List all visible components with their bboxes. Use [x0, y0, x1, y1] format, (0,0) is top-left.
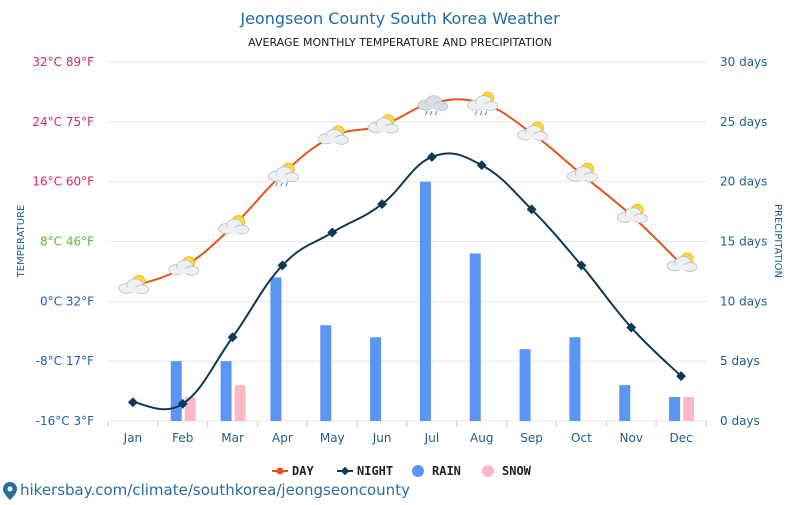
- night-point: [127, 397, 138, 408]
- x-tick-label: Feb: [172, 431, 193, 445]
- y-tick-label: -16°C 3°F: [36, 414, 94, 428]
- night-point: [526, 204, 537, 215]
- right-axis-ticks: 30 days 25 days 20 days 15 days 10 days 5 day…: [720, 55, 767, 428]
- x-tick-label: Jan: [123, 431, 143, 445]
- snow-bar: [234, 385, 246, 421]
- legend-label: RAIN: [432, 464, 461, 478]
- snow-bar: [184, 397, 196, 421]
- left-axis-label: TEMPERATURE: [16, 205, 27, 279]
- rain-cloud-sun-icon: [268, 162, 299, 187]
- x-tick-label: Sep: [520, 431, 543, 445]
- y2-tick-label: 30 days: [720, 55, 767, 69]
- snow-bar: [683, 397, 695, 421]
- night-point: [426, 152, 437, 162]
- night-point: [626, 322, 637, 333]
- partly-cloudy-sun-icon: [567, 162, 598, 183]
- x-tick-label: May: [320, 431, 345, 445]
- night-point: [227, 332, 238, 343]
- partly-cloudy-sun-icon: [317, 125, 349, 145]
- night-point: [476, 160, 487, 171]
- rain-bar: [270, 277, 282, 421]
- footer-link[interactable]: hikersbay.com/climate/southkorea/jeongse…: [20, 481, 410, 499]
- legend-item-night[interactable]: NIGHT: [337, 464, 393, 478]
- night-point: [576, 260, 587, 271]
- rain-cloud-sun-icon: [467, 91, 499, 116]
- rain-bar: [320, 325, 332, 421]
- rain-bar: [419, 181, 431, 421]
- day-temperature-line: [132, 98, 682, 288]
- x-tick-label: Nov: [620, 431, 643, 445]
- partly-cloudy-sun-icon: [517, 121, 548, 141]
- y-tick-label: 24°C 75°F: [32, 115, 94, 129]
- night-temperature-line: [132, 152, 682, 411]
- y2-tick-label: 0 days: [720, 414, 760, 428]
- partly-cloudy-sun-icon: [666, 252, 698, 272]
- partly-cloudy-sun-icon: [118, 274, 150, 295]
- partly-cloudy-sun-icon: [367, 114, 399, 134]
- y-tick-label: 32°C 89°F: [32, 55, 94, 69]
- chart-title: Jeongseon County South Korea Weather: [239, 9, 560, 28]
- right-axis-label: PRECIPITATION: [772, 204, 783, 278]
- y-tick-label: -8°C 17°F: [36, 354, 94, 368]
- precipitation-bars: [170, 181, 695, 421]
- left-axis-ticks: 32°C 89°F 24°C 75°F 16°C 60°F 8°C 46°F 0°C 3…: [32, 55, 94, 428]
- legend-swatch: [482, 465, 494, 477]
- legend-label: DAY: [292, 464, 314, 478]
- x-tick-label: Dec: [669, 431, 692, 445]
- rain-bar: [220, 361, 232, 421]
- rain-bar: [569, 337, 581, 421]
- x-tick-label: Jul: [424, 431, 439, 445]
- y2-tick-label: 20 days: [720, 175, 767, 189]
- partly-cloudy-sun-icon: [168, 256, 200, 276]
- location-pin-icon: [3, 482, 17, 500]
- x-tick-label: Mar: [221, 431, 244, 445]
- night-point: [676, 371, 687, 382]
- rain-bar: [469, 253, 481, 421]
- rain-bar: [619, 385, 631, 421]
- legend-item-day[interactable]: DAY: [272, 464, 314, 478]
- y-tick-label: 0°C 32°F: [40, 294, 94, 308]
- x-tick-label: Jun: [372, 431, 392, 445]
- x-tick-label: Apr: [272, 431, 293, 445]
- night-point: [327, 227, 338, 238]
- legend-item-snow[interactable]: SNOW: [482, 464, 532, 478]
- y2-tick-label: 15 days: [720, 235, 767, 249]
- rain-bar: [519, 349, 531, 421]
- temperature-lines: [132, 98, 682, 411]
- footer[interactable]: hikersbay.com/climate/southkorea/jeongse…: [3, 481, 410, 500]
- legend-swatch: [412, 465, 424, 477]
- y2-tick-label: 5 days: [720, 354, 760, 368]
- legend: DAY NIGHT RAIN SNOW: [272, 464, 532, 478]
- x-tick-label: Oct: [571, 431, 592, 445]
- partly-cloudy-sun-icon: [616, 203, 648, 224]
- weather-icons: [118, 91, 698, 295]
- x-axis-ticks: Jan Feb Mar Apr May Jun Jul Aug Sep Oct Nov Dec: [123, 431, 693, 445]
- night-point: [177, 398, 188, 409]
- y-tick-label: 16°C 60°F: [32, 175, 94, 189]
- rain-bar: [370, 337, 382, 421]
- temperature-markers: [127, 152, 687, 409]
- chart-subtitle: AVERAGE MONTHLY TEMPERATURE AND PRECIPIT…: [248, 36, 552, 49]
- rain-bar: [669, 397, 681, 421]
- night-point: [377, 199, 388, 210]
- legend-item-rain[interactable]: RAIN: [412, 464, 461, 478]
- y-tick-label: 8°C 46°F: [40, 235, 94, 249]
- x-tick-label: Aug: [470, 431, 493, 445]
- legend-label: SNOW: [502, 464, 532, 478]
- grid-lines: [107, 61, 707, 427]
- y2-tick-label: 10 days: [720, 294, 767, 308]
- night-point: [277, 260, 288, 271]
- y2-tick-label: 25 days: [720, 115, 767, 129]
- rain-cloud-icon: [417, 95, 449, 116]
- partly-cloudy-sun-icon: [218, 215, 249, 235]
- legend-label: NIGHT: [357, 464, 393, 478]
- rain-bar: [170, 361, 182, 421]
